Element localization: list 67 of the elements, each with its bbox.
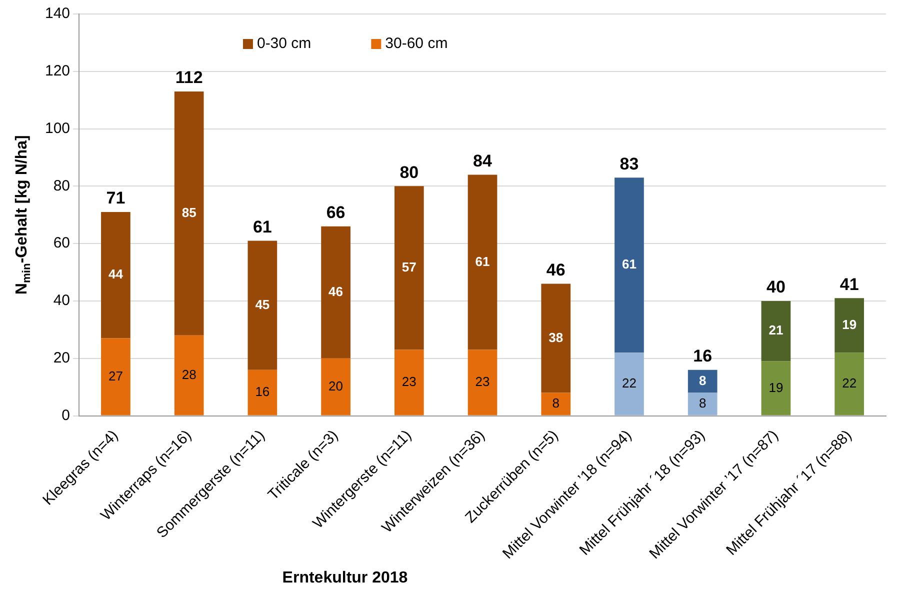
x-axis-title: Erntekultur 2018 bbox=[282, 569, 408, 586]
data-label: 23 bbox=[475, 374, 490, 390]
total-label: 40 bbox=[766, 278, 786, 297]
bar bbox=[394, 186, 424, 350]
total-label: 61 bbox=[252, 217, 272, 236]
bar bbox=[541, 392, 571, 416]
bar bbox=[468, 350, 498, 416]
bar bbox=[394, 350, 424, 416]
data-label: 57 bbox=[402, 260, 416, 275]
data-label: 8 bbox=[698, 396, 706, 411]
data-label: 61 bbox=[475, 254, 490, 269]
bar bbox=[174, 335, 204, 416]
bar bbox=[834, 298, 864, 353]
total-label: 41 bbox=[840, 274, 859, 294]
y-tick-label: 20 bbox=[53, 350, 70, 367]
y-tick-label: 80 bbox=[53, 177, 70, 194]
bar bbox=[688, 392, 718, 416]
bar bbox=[761, 361, 791, 416]
data-label: 8 bbox=[552, 396, 560, 411]
total-label: 16 bbox=[693, 346, 712, 366]
bar bbox=[834, 352, 864, 416]
y-tick-label: 140 bbox=[44, 5, 70, 22]
bar bbox=[101, 212, 130, 338]
data-label: 27 bbox=[108, 368, 123, 384]
total-label: 112 bbox=[175, 68, 203, 88]
bar bbox=[614, 352, 644, 416]
data-label: 21 bbox=[768, 322, 784, 338]
data-label: 38 bbox=[548, 330, 564, 345]
data-label: 61 bbox=[622, 256, 636, 272]
bar bbox=[614, 178, 644, 353]
data-label: 22 bbox=[842, 376, 857, 391]
data-label: 16 bbox=[255, 384, 270, 400]
y-tick-label: 60 bbox=[53, 234, 70, 252]
y-tick-label: 0 bbox=[62, 406, 70, 424]
total-label: 80 bbox=[400, 162, 419, 182]
bar bbox=[761, 300, 791, 362]
bar bbox=[321, 358, 350, 416]
data-label: 8 bbox=[698, 372, 706, 388]
data-label: 19 bbox=[768, 380, 784, 395]
y-tick-label: 40 bbox=[53, 292, 70, 310]
bar bbox=[541, 284, 571, 393]
data-label: 22 bbox=[622, 376, 636, 391]
bar bbox=[688, 370, 718, 393]
data-label: 19 bbox=[842, 316, 857, 332]
y-tick-label: 120 bbox=[44, 62, 70, 80]
total-label: 66 bbox=[326, 203, 346, 222]
data-label: 20 bbox=[328, 378, 344, 394]
y-tick-label: 100 bbox=[44, 120, 70, 137]
legend-label: 30-60 cm bbox=[385, 35, 448, 52]
bar bbox=[174, 91, 204, 336]
data-label: 23 bbox=[402, 374, 416, 390]
total-label: 83 bbox=[620, 154, 639, 174]
data-label: 28 bbox=[182, 366, 196, 382]
bar bbox=[101, 338, 130, 416]
data-label: 44 bbox=[108, 266, 124, 282]
bar bbox=[321, 226, 350, 358]
bar bbox=[248, 240, 278, 370]
total-label: 71 bbox=[106, 188, 126, 208]
y-axis-title: Nmin-Gehalt [kg N/ha] bbox=[13, 135, 33, 295]
data-label: 45 bbox=[255, 296, 270, 312]
total-label: 46 bbox=[546, 260, 566, 280]
bar bbox=[248, 370, 278, 416]
data-label: 85 bbox=[182, 205, 196, 220]
legend-label: 0-30 cm bbox=[256, 35, 312, 52]
total-label: 84 bbox=[473, 151, 493, 170]
bar bbox=[468, 174, 498, 350]
data-label: 46 bbox=[328, 284, 344, 299]
